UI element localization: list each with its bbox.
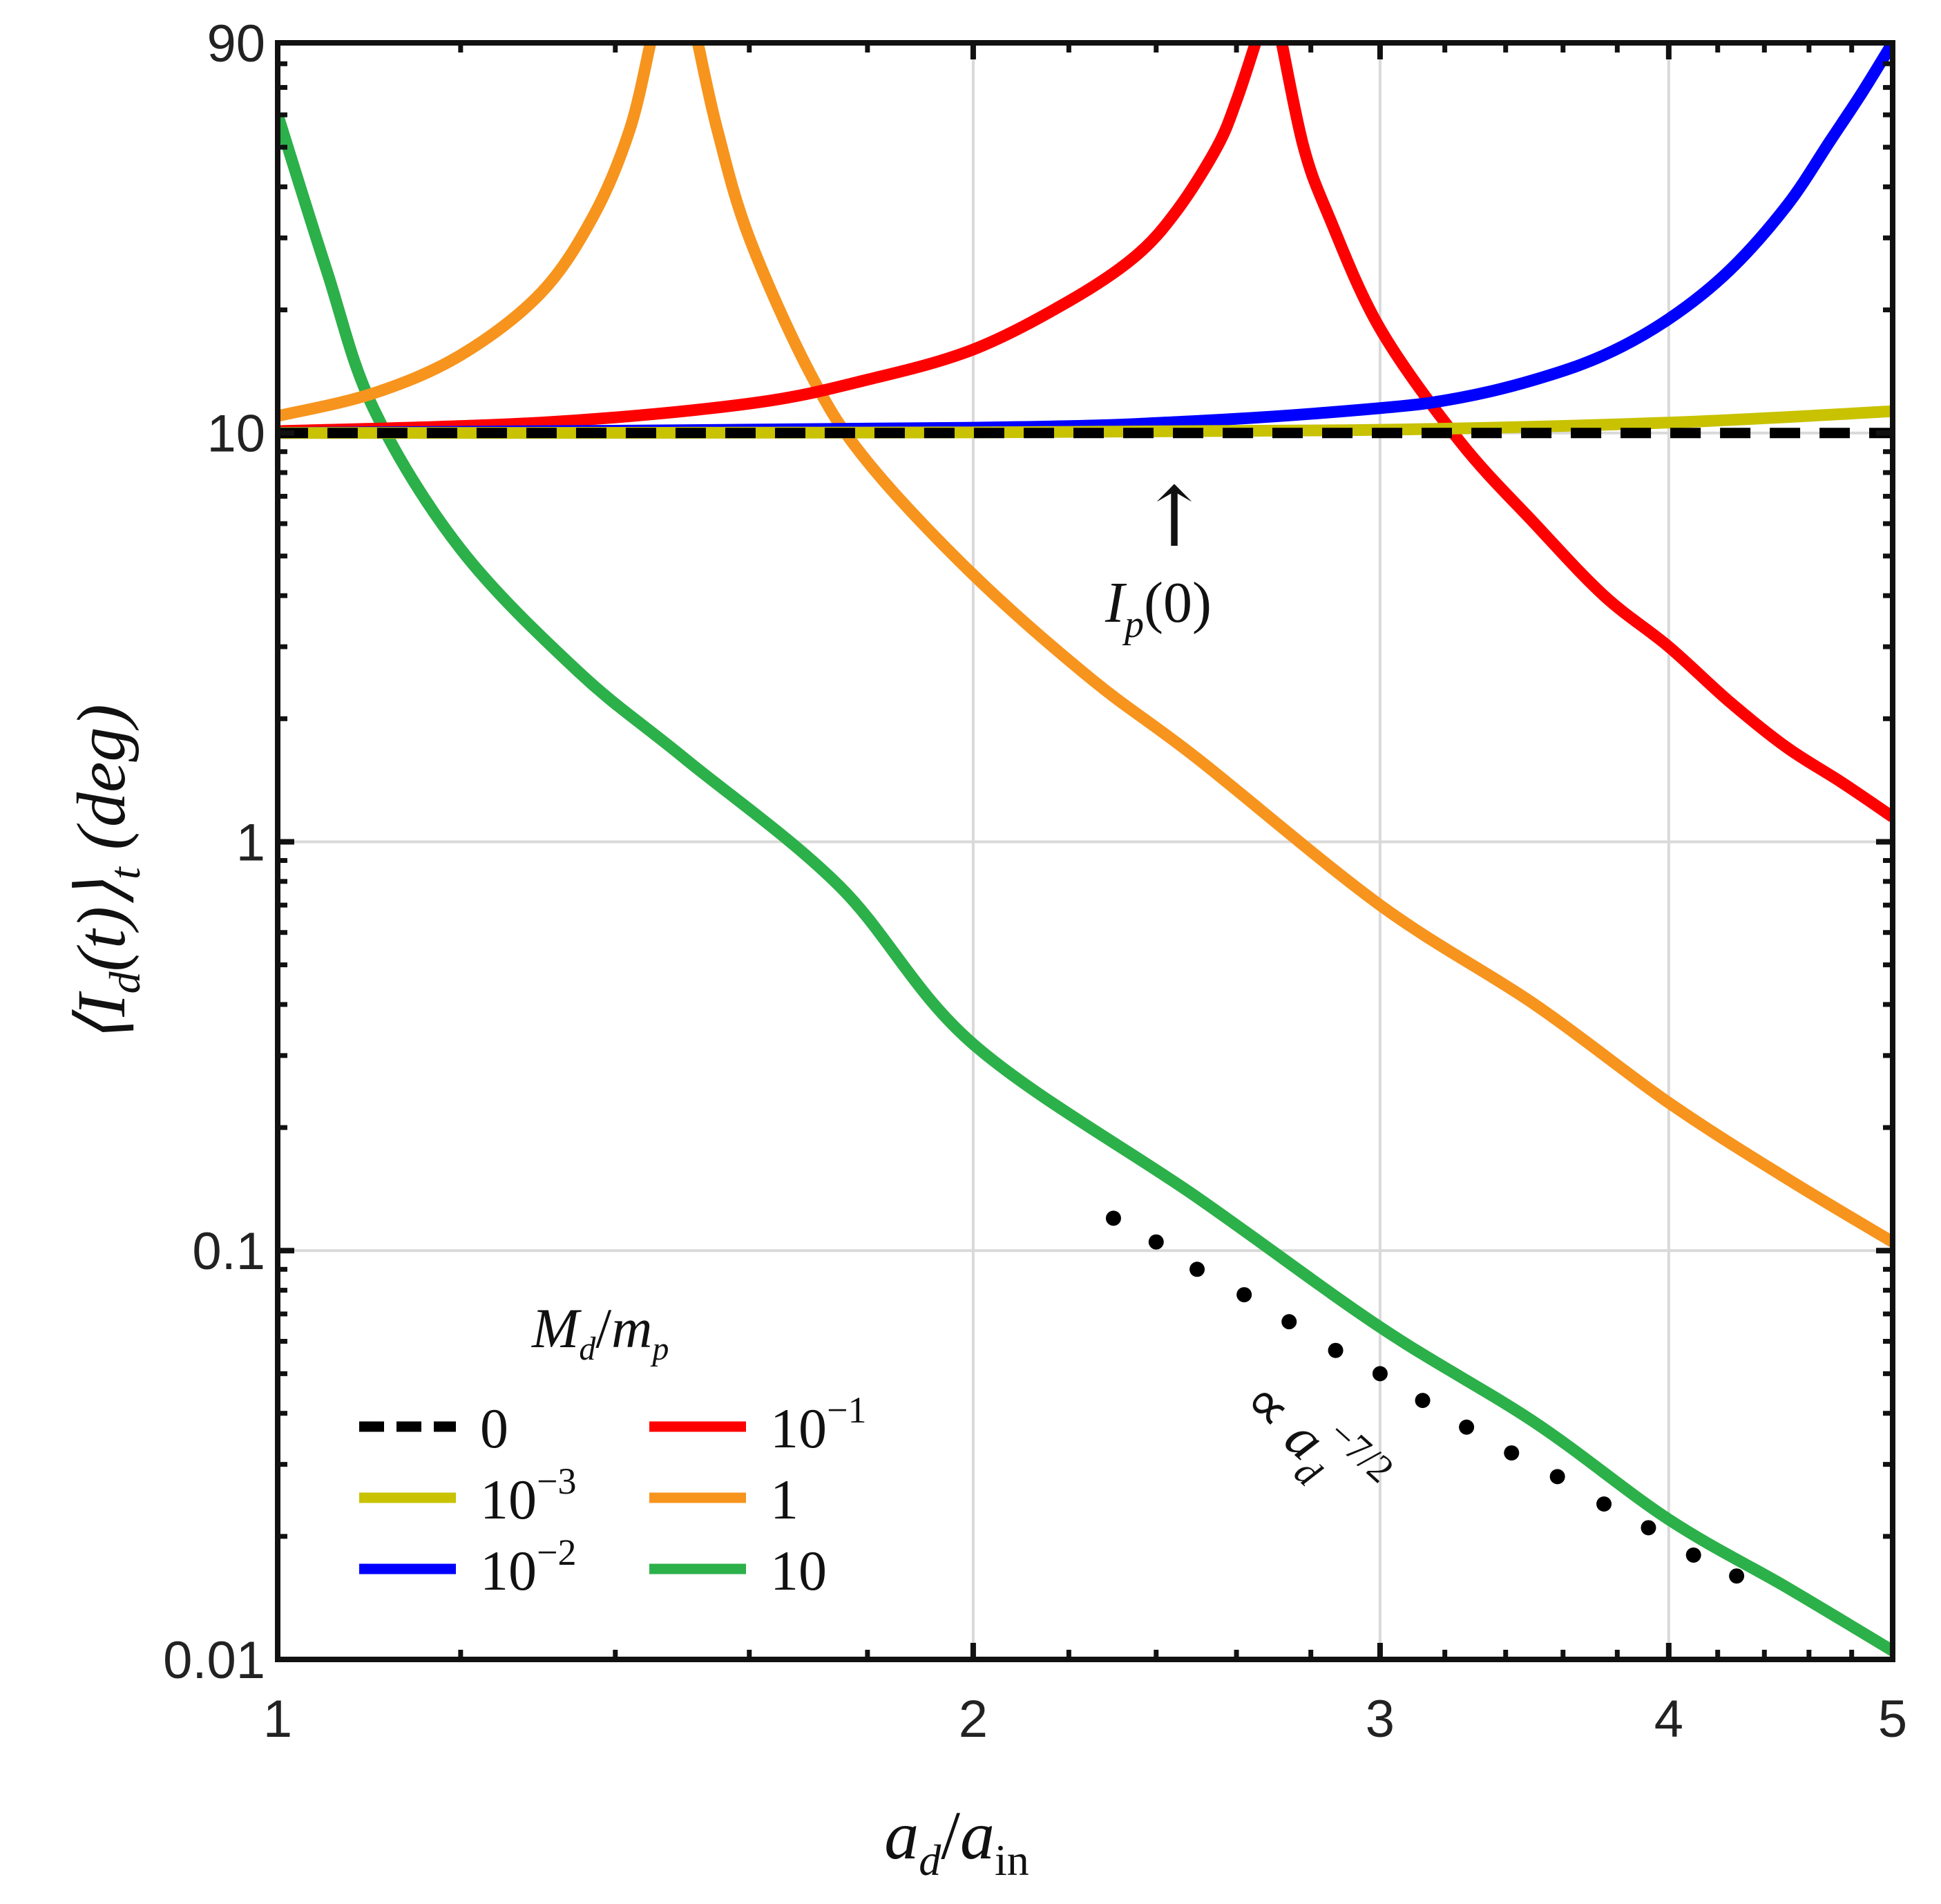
slope-label: ∝ ad−7/2	[1223, 1355, 1402, 1529]
reference-dot	[1328, 1342, 1344, 1358]
reference-dot	[1105, 1210, 1121, 1226]
axis-ticks	[275, 40, 1895, 1662]
reference-dot	[1189, 1262, 1205, 1277]
series-line-10-2	[278, 43, 1893, 439]
annotation-ip0: ↑ Ip(0)	[1105, 470, 1212, 646]
x-axis-title: ad/ain	[884, 1797, 1029, 1885]
y-tick-label: 0.1	[192, 1222, 265, 1281]
series-line-1-branch-1-	[278, 43, 657, 422]
x-tick-label: 3	[1366, 1690, 1395, 1749]
plot-frame	[275, 40, 1895, 1662]
y-tick-label: 90	[207, 15, 265, 73]
legend-label: 0	[480, 1397, 508, 1460]
legend-entries: 010−310−2 10−1 1 10	[359, 1389, 866, 1602]
reference-dot	[1281, 1314, 1297, 1330]
reference-dot	[1415, 1393, 1431, 1409]
series-line-1-branch-2-	[691, 43, 1893, 1247]
reference-dot	[1148, 1234, 1164, 1250]
series-line-10-1-branch-1-	[278, 43, 1261, 437]
legend-label: 10−1	[770, 1389, 866, 1460]
svg-text:∝ ad−7/2: ∝ ad−7/2	[1223, 1355, 1402, 1529]
annotation-arrow: ↑	[1140, 470, 1209, 566]
reference-dot	[1729, 1568, 1745, 1584]
x-tick-label: 4	[1654, 1690, 1683, 1749]
legend-title: Md/mp	[531, 1297, 669, 1367]
y-tick-label: 0.01	[163, 1631, 265, 1690]
y-tick-label: 1	[236, 813, 265, 872]
reference-dot	[1685, 1547, 1701, 1563]
reference-dot	[1549, 1469, 1565, 1485]
legend-label: 10−2	[480, 1532, 576, 1602]
legend-label: 10	[770, 1539, 827, 1602]
y-tick-label: 10	[207, 405, 265, 464]
x-tick-label: 2	[959, 1690, 988, 1749]
reference-dot	[1372, 1366, 1388, 1382]
axes-box	[275, 40, 1895, 1662]
series-line-10	[278, 113, 1893, 1656]
series-lines	[278, 43, 1893, 1656]
legend: Md/mp 010−310−2 10−1 1 10	[359, 1297, 866, 1602]
legend-label: 1	[770, 1468, 799, 1531]
series-line-10-1-branch-2-	[1276, 43, 1893, 822]
reference-dot	[1596, 1496, 1612, 1512]
reference-dot	[1459, 1419, 1475, 1435]
legend-label: 10−3	[480, 1460, 576, 1531]
x-tick-label: 5	[1878, 1690, 1907, 1749]
reference-dot	[1641, 1520, 1656, 1536]
reference-dots	[1105, 1210, 1745, 1584]
y-axis-title: ⟨Id(t)⟩t (deg)	[63, 704, 149, 1044]
annotation-text: Ip(0)	[1105, 571, 1212, 646]
x-tick-label: 1	[263, 1690, 292, 1749]
reference-dot	[1504, 1445, 1520, 1461]
reference-dot	[1236, 1287, 1252, 1303]
